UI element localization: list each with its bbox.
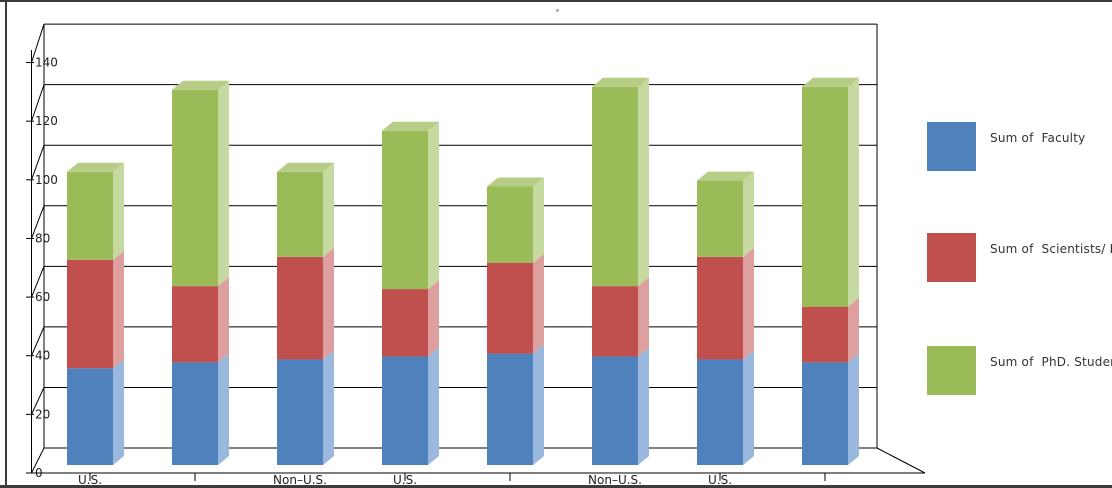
bar-segment-front <box>277 359 323 465</box>
bar-top-face <box>277 162 334 172</box>
y-axis-label: 120 <box>35 114 58 128</box>
bar-segment-front <box>172 362 218 465</box>
y-axis-depth-connector <box>31 23 45 63</box>
bar-top-face <box>592 77 649 87</box>
window-border-left <box>5 0 7 488</box>
bar-top-face <box>67 162 124 172</box>
bar-segment-front <box>382 289 428 357</box>
bar-segment-side <box>743 247 754 360</box>
bar-segment-front <box>592 286 638 357</box>
bar-segment-side <box>428 121 439 290</box>
bar-segment-side <box>218 277 229 363</box>
bar-segment-side <box>638 277 649 357</box>
bar-segment-front <box>172 286 218 363</box>
bar-segment-front <box>382 356 428 465</box>
bar-segment-front <box>697 180 743 257</box>
bar-segment-side <box>533 253 544 354</box>
bar-segment-side <box>323 350 334 465</box>
bar-segment-side <box>323 162 334 257</box>
bar-segment-side <box>533 177 544 263</box>
bar-segment-front <box>172 89 218 287</box>
bar-segment-side <box>218 353 229 465</box>
bar-top-face <box>802 77 859 87</box>
y-axis-label: 140 <box>35 56 58 70</box>
x-axis-label: U.S. <box>78 473 102 487</box>
bar-segment-front <box>697 359 743 465</box>
bar-top-face <box>382 121 439 131</box>
bar-segment-front <box>802 362 848 465</box>
bar-segment-front <box>592 356 638 465</box>
bar-segment-side <box>113 250 124 369</box>
y-axis-label: 60 <box>35 290 50 304</box>
x-axis-label: Non–U.S. <box>273 473 327 487</box>
floor-right-depth-line <box>876 447 926 474</box>
bar-segment-side <box>428 347 439 465</box>
bar-segment-front <box>487 262 533 354</box>
x-axis-label: U.S. <box>708 473 732 487</box>
y-axis-label: 20 <box>35 407 50 421</box>
window-border-bottom <box>0 485 1112 488</box>
bar-segment-front <box>487 353 533 465</box>
bar-segment-side <box>743 171 754 257</box>
y-axis-depth-connector <box>31 145 45 180</box>
bar-segment-front <box>592 86 638 287</box>
bar-segment-front <box>802 306 848 363</box>
y-axis-depth-connector <box>31 205 45 239</box>
bar-segment-side <box>113 359 124 465</box>
y-axis-depth-connector <box>31 387 45 415</box>
bar-segment-side <box>848 77 859 307</box>
artifact-dot <box>556 9 559 12</box>
bar-top-face <box>697 171 754 181</box>
bar-segment-side <box>638 77 649 287</box>
x-axis-label: Non–U.S. <box>588 473 642 487</box>
y-axis-depth-connector <box>31 84 45 122</box>
bar-segment-side <box>533 344 544 465</box>
bar-segment-side <box>323 247 334 360</box>
bar-top-face <box>487 177 544 187</box>
bar-segment-side <box>848 297 859 363</box>
bar-segment-front <box>67 171 113 260</box>
bar-segment-side <box>848 353 859 465</box>
bar-top-face <box>172 80 229 90</box>
bar-segment-front <box>277 171 323 257</box>
bar-segment-front <box>802 86 848 307</box>
y-axis-depth-connector <box>31 447 45 474</box>
y-axis-depth-connector <box>31 326 45 356</box>
bar-segment-front <box>697 256 743 360</box>
bar-segment-front <box>67 259 113 369</box>
bar-segment-side <box>638 347 649 465</box>
bar-segment-side <box>743 350 754 465</box>
y-axis-label: 80 <box>35 231 50 245</box>
bar-segment-side <box>428 280 439 357</box>
y-axis-label: 100 <box>35 173 58 187</box>
x-axis-label: U.S. <box>393 473 417 487</box>
bar-segment-front <box>382 130 428 290</box>
bar-segment-side <box>218 80 229 287</box>
bar-segment-front <box>277 256 323 360</box>
window-border-top <box>0 0 1112 2</box>
y-axis-label: 40 <box>35 349 50 363</box>
bar-segment-front <box>67 368 113 465</box>
y-axis-depth-connector <box>31 266 45 298</box>
bar-segment-side <box>113 162 124 260</box>
bar-segment-front <box>487 186 533 263</box>
